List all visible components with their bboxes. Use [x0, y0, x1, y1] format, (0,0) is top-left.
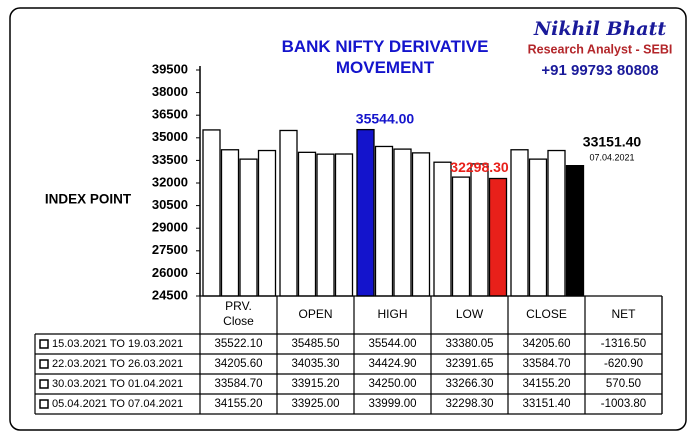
x-tick-label: OPEN	[298, 307, 332, 321]
y-tick-label: 29000	[152, 220, 188, 235]
bar	[334, 153, 354, 297]
table-cell: 34155.20	[523, 378, 571, 390]
highlight-label: 32298.30	[450, 159, 509, 175]
table-cell: 33999.00	[369, 398, 417, 410]
table-cell: 33584.70	[523, 358, 571, 370]
row-label: 30.03.2021 TO 01.04.2021	[52, 378, 183, 390]
legend-swatch	[39, 399, 49, 409]
net-cell: -1316.50	[601, 338, 646, 350]
table-cell: 32391.65	[446, 358, 494, 370]
highlight-label: 33151.40	[583, 134, 642, 150]
bar	[510, 149, 529, 297]
x-tick-label: LOW	[456, 307, 484, 321]
x-tick-label: PRV. Close	[223, 299, 254, 328]
y-tick-label: 35000	[152, 129, 188, 144]
bar	[451, 176, 471, 297]
x-tick-label: HIGH	[378, 307, 408, 321]
legend-swatch	[39, 339, 49, 349]
table-cell: 33151.40	[523, 398, 571, 410]
table-cell: 35522.10	[215, 338, 263, 350]
bar	[239, 158, 258, 297]
net-header: NET	[612, 307, 637, 321]
bar	[411, 152, 431, 297]
author-role: Research Analyst - SEBI	[528, 42, 673, 56]
title-box: BANK NIFTY DERIVATIVE MOVEMENT	[281, 37, 489, 77]
table-cell: 35544.00	[369, 338, 417, 350]
net-cell: -620.90	[604, 358, 643, 370]
bar	[565, 165, 585, 297]
bar	[547, 149, 566, 297]
bar	[393, 148, 412, 297]
chart-title: BANK NIFTY DERIVATIVE MOVEMENT	[281, 37, 489, 77]
table-cell: 34424.90	[369, 358, 417, 370]
bar	[279, 129, 298, 297]
table-cell: 34250.00	[369, 378, 417, 390]
legend-swatch	[39, 379, 49, 389]
net-cell: -1003.80	[601, 398, 646, 410]
table-cell: 33584.70	[215, 378, 263, 390]
y-tick-label: 33500	[152, 152, 188, 167]
frame	[9, 7, 687, 431]
bar	[433, 161, 452, 297]
y-tick-label: 24500	[152, 287, 188, 302]
y-tick-label: 30500	[152, 197, 188, 212]
table-cell: 35485.50	[292, 338, 340, 350]
y-tick-label: 27500	[152, 242, 188, 257]
bar	[316, 153, 335, 297]
y-tick-label: 36500	[152, 107, 188, 122]
row-label: 15.03.2021 TO 19.03.2021	[52, 338, 183, 350]
author-name: Nikhil Bhatt	[533, 18, 667, 40]
table-cell: 34155.20	[215, 398, 263, 410]
bar	[220, 149, 240, 297]
y-tick-label: 38000	[152, 84, 188, 99]
table-cell: 33915.20	[292, 378, 340, 390]
table-cell: 34205.60	[523, 338, 571, 350]
author-phone: +91 99793 80808	[541, 62, 658, 79]
y-tick-label: 39500	[152, 61, 188, 76]
x-tick-label: CLOSE	[526, 307, 567, 321]
bar	[297, 151, 317, 297]
table-cell: 34035.30	[292, 358, 340, 370]
highlight-label: 35544.00	[356, 110, 415, 126]
legend-swatch	[39, 359, 49, 369]
bar	[356, 128, 375, 297]
row-label: 22.03.2021 TO 26.03.2021	[52, 358, 183, 370]
table-cell: 34205.60	[215, 358, 263, 370]
row-label: 05.04.2021 TO 07.04.2021	[52, 398, 183, 410]
table-cell: 33266.30	[446, 378, 494, 390]
y-axis-label: INDEX POINT	[45, 192, 132, 207]
bar	[374, 145, 394, 297]
y-tick-label: 32000	[152, 174, 188, 189]
bar	[257, 149, 277, 297]
table-cell: 33380.05	[446, 338, 494, 350]
table-cell: 32298.30	[446, 398, 494, 410]
bar	[470, 163, 489, 297]
table-cell: 33925.00	[292, 398, 340, 410]
y-tick-label: 26000	[152, 265, 188, 280]
bar	[202, 129, 221, 297]
bar	[488, 177, 508, 297]
net-cell: 570.50	[606, 378, 641, 390]
highlight-note: 07.04.2021	[589, 152, 634, 162]
bar	[528, 158, 548, 297]
